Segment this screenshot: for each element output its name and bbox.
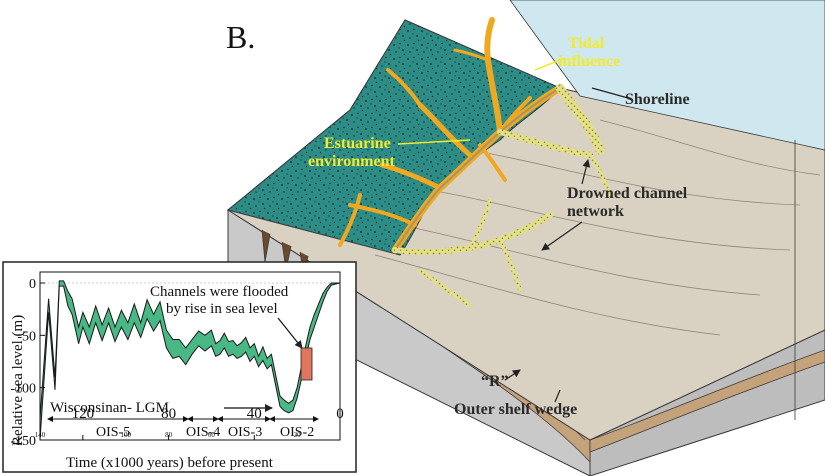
minor-tick-label-3: 60 (208, 431, 216, 439)
y-axis-title: Relative sea level (m) (10, 315, 26, 446)
ois5-label: OIS-5 (96, 425, 130, 440)
outer-shelf-arrow (554, 389, 561, 403)
wisconsinan-lgm-label: Wisconsinan- LGM (50, 400, 169, 416)
minor-tick-label-0: 140 (35, 431, 46, 439)
shoreline-label: Shoreline (625, 91, 690, 108)
ois4-label: OIS-4 (186, 425, 220, 440)
x-axis-title: Time (x1000 years) before present (66, 455, 274, 471)
sea-level-band-0 (40, 280, 340, 440)
shelf-contours (374, 119, 821, 336)
minor-tick-label-1: 100 (120, 431, 131, 439)
estuarine-label-1: Estuarine (324, 135, 391, 152)
shoreline-arrow (591, 87, 629, 99)
y-tick-label-1: -50 (17, 329, 36, 344)
flood-marker (300, 347, 313, 381)
tidal-influence-label-2: influence (558, 53, 620, 70)
wedge-base (589, 349, 825, 453)
r-label: “R” (481, 373, 509, 390)
flooded-arrow (277, 317, 303, 349)
shelf-block (226, 0, 825, 476)
y-tick-label-3: -150 (10, 434, 36, 449)
r-arrow (504, 369, 521, 381)
estuarine-channels (338, 17, 564, 254)
tidal-arrow (534, 57, 566, 71)
drowned-arrow-2 (541, 221, 583, 251)
estuarine-label-2: environment (308, 153, 395, 170)
flooded-annotation-2: by rise in sea level (166, 301, 278, 317)
ois3-label: OIS-3 (228, 425, 262, 440)
y-tick-label-0: 0 (29, 277, 36, 292)
sea (509, 0, 825, 151)
flooded-annotation-1: Channels were flooded (150, 284, 289, 300)
drowned-channel-label-1: Drowned channel (567, 185, 688, 202)
minor-tick-label-2: 80 (165, 431, 173, 439)
panel-label: B. (226, 19, 255, 55)
drowned-channel-network (392, 83, 612, 307)
x-tick-label-3: 0 (336, 406, 344, 422)
minor-tick-label-4: 20 (294, 431, 302, 439)
tidal-influence-label-1: Tidal (568, 35, 605, 52)
y-tick-label-2: -100 (10, 382, 36, 397)
outer-shelf-label: Outer shelf wedge (454, 401, 577, 418)
ois2-label: OIS-2 (280, 425, 314, 440)
drowned-channel-label-2: network (567, 203, 624, 220)
estuarine-arrow (397, 139, 471, 145)
drowned-arrow-1 (581, 159, 591, 185)
